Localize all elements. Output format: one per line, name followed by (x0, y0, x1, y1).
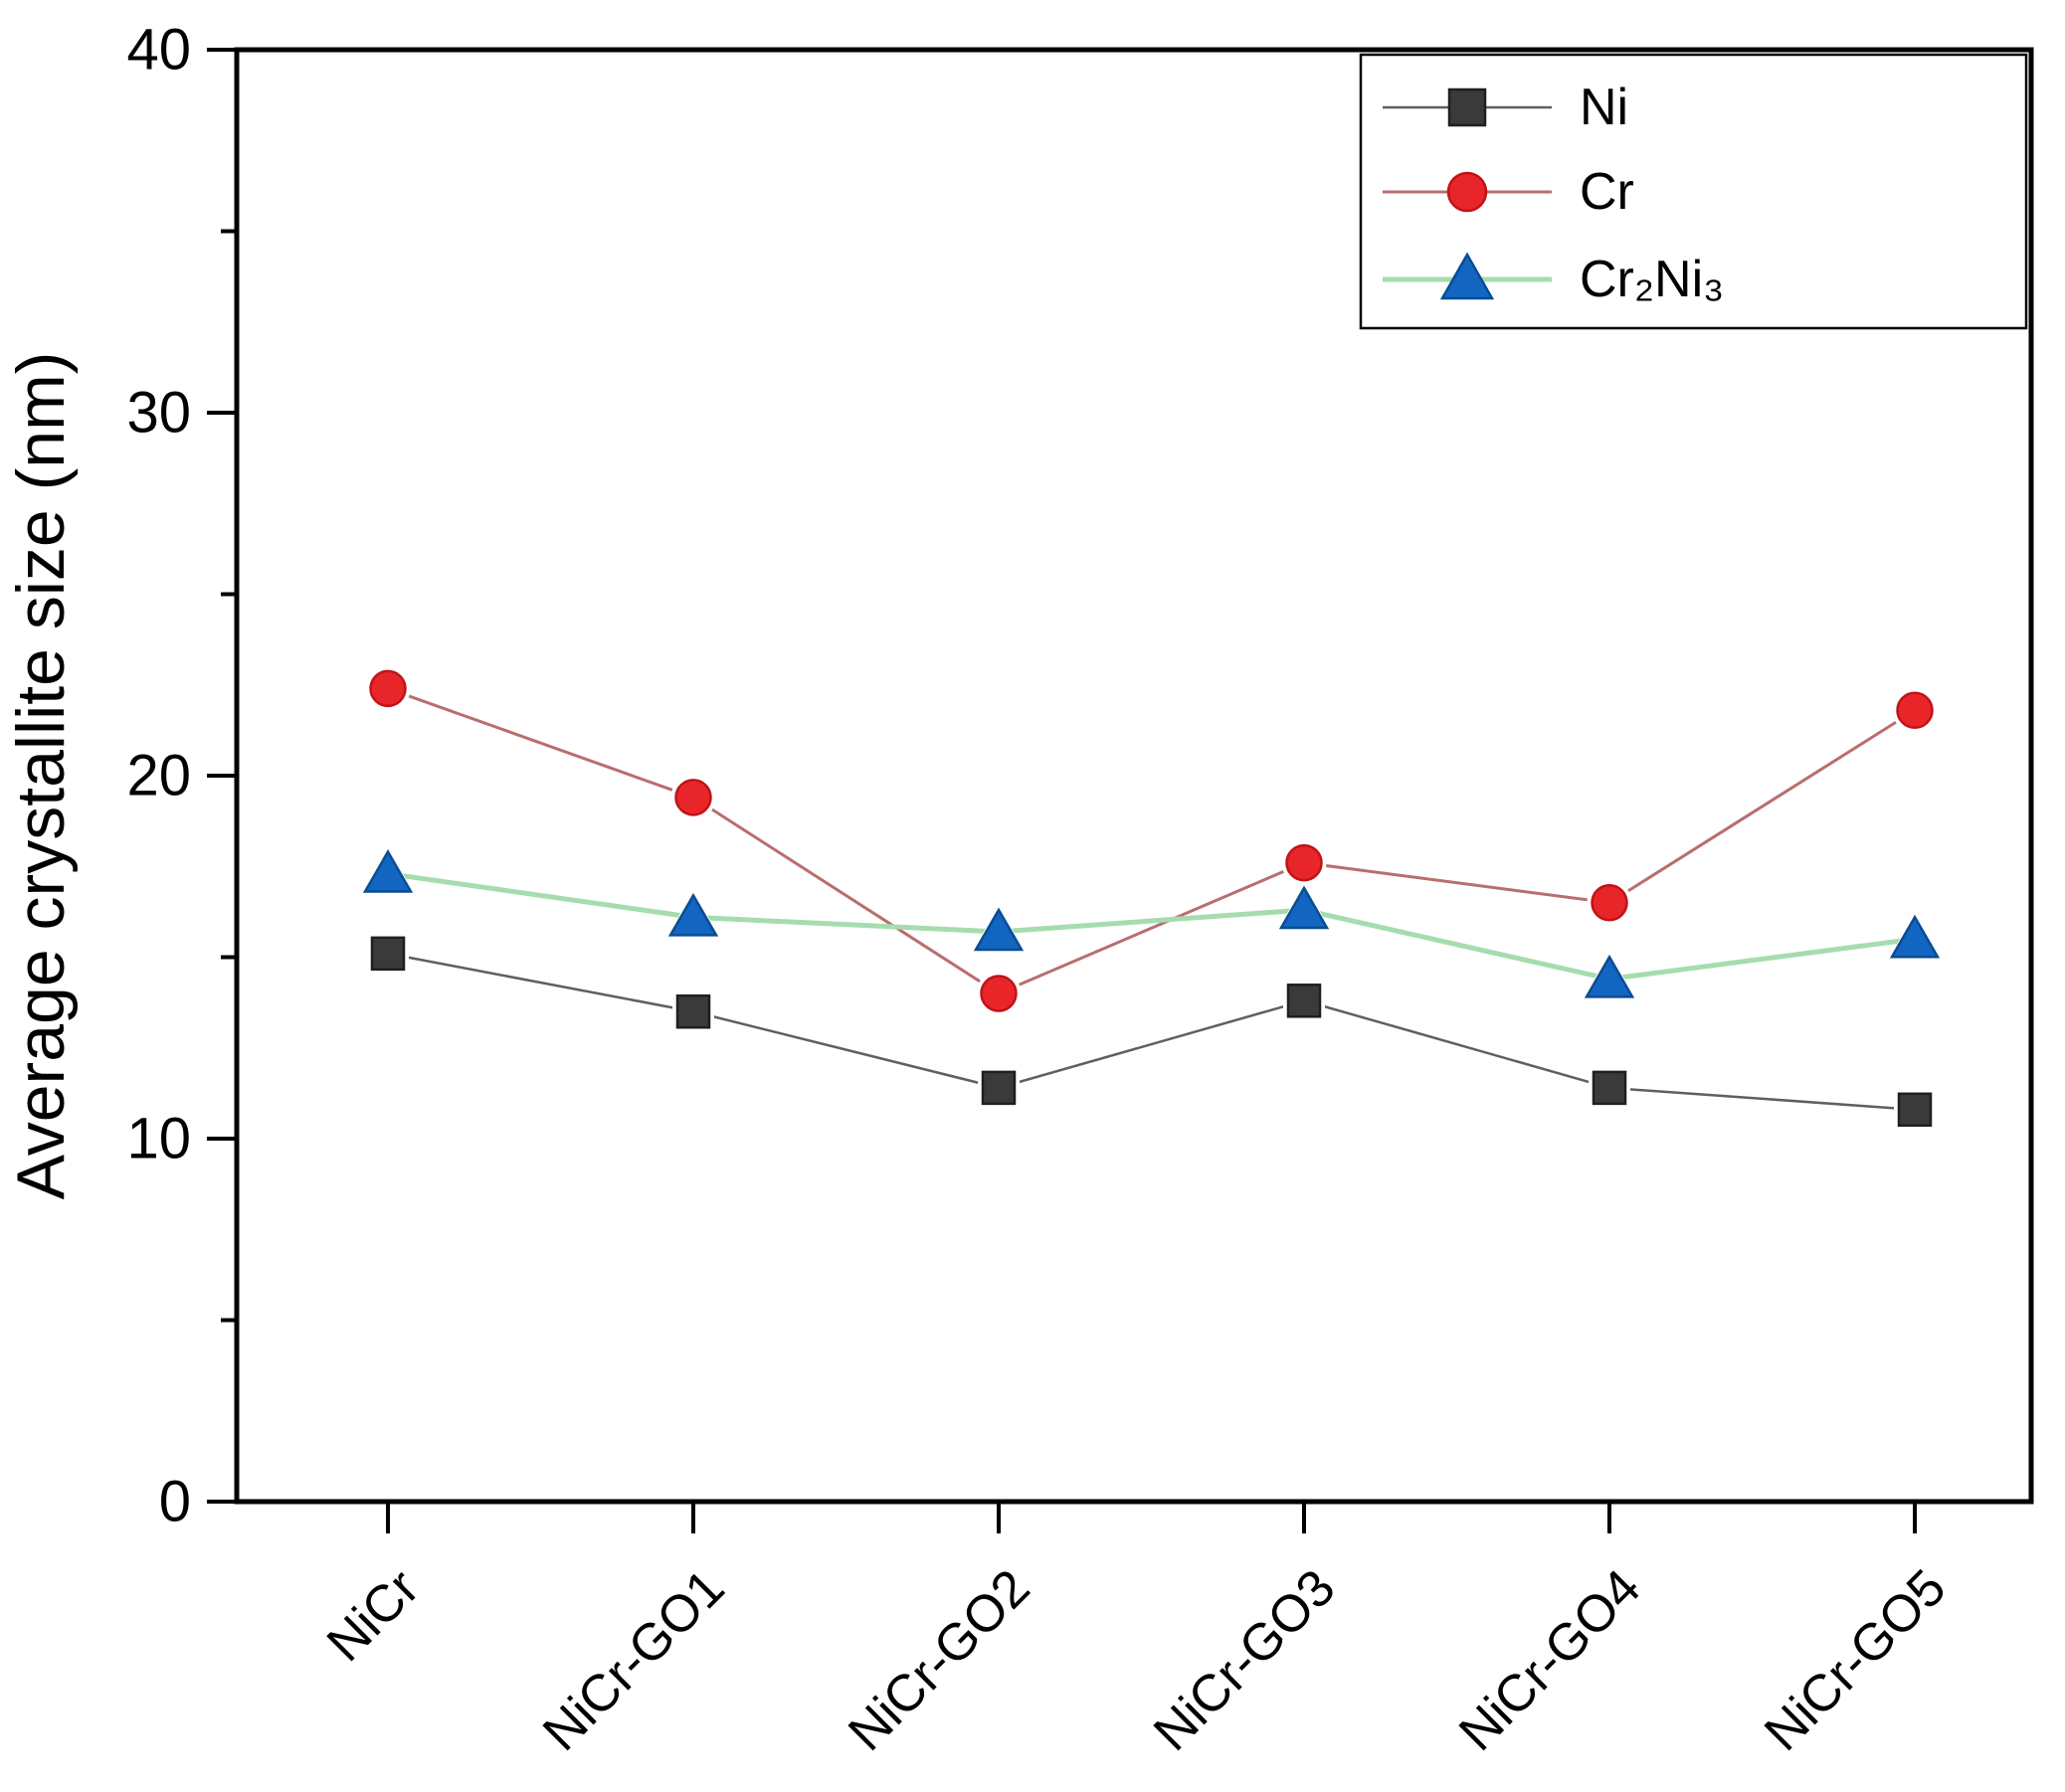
square-marker-Ni-1 (675, 994, 711, 1029)
series-line-Cr₂Ni₃ (387, 871, 1916, 982)
square-marker-Ni-0 (370, 936, 406, 972)
data-series (360, 665, 1943, 1131)
triangle-marker-Cr₂Ni₃-3 (1278, 885, 1330, 930)
triangle-marker-Cr₂Ni₃-5 (1889, 914, 1941, 959)
y-axis-title: Average crystallite size (nm) (3, 352, 79, 1200)
legend-label-cr2ni3: Cr₂Ni₃ (1580, 251, 1724, 308)
square-marker-Ni-5 (1897, 1092, 1933, 1128)
legend-label-cr: Cr (1580, 163, 1634, 221)
legend-circle-marker-icon (1446, 171, 1488, 213)
y-tick-label: 30 (126, 381, 191, 446)
x-tick-label: NiCr-GO5 (1754, 1558, 1957, 1761)
square-marker-Ni-2 (981, 1070, 1017, 1106)
circle-marker-Cr-1 (674, 779, 712, 816)
x-tick-label: NiCr-GO3 (1143, 1558, 1346, 1761)
circle-marker-Cr-3 (1285, 843, 1323, 882)
triangle-marker-Cr₂Ni₃-4 (1584, 954, 1635, 998)
square-marker-Ni-3 (1286, 984, 1322, 1018)
series-line-Ni (387, 952, 1916, 1112)
y-tick-label: 20 (126, 744, 191, 808)
legend-square-marker-icon (1447, 88, 1487, 127)
circle-marker-Cr-0 (369, 669, 407, 708)
x-tick-label: NiCr (316, 1558, 431, 1673)
y-tick-label: 40 (126, 18, 191, 83)
triangle-marker-Cr₂Ni₃-2 (973, 907, 1025, 952)
y-tick-label: 10 (126, 1107, 191, 1171)
circle-marker-Cr-2 (980, 975, 1018, 1012)
circle-marker-Cr-5 (1896, 691, 1934, 730)
triangle-marker-Cr₂Ni₃-1 (667, 892, 719, 937)
x-tick-label: NiCr-GO1 (532, 1558, 735, 1761)
x-tick-label: NiCr-GO2 (838, 1558, 1040, 1761)
circle-marker-Cr-4 (1591, 884, 1628, 922)
x-tick-label: NiCr-GO4 (1448, 1558, 1651, 1761)
legend: Ni Cr Cr₂Ni₃ (1359, 53, 2028, 330)
triangle-marker-Cr₂Ni₃-0 (362, 849, 414, 893)
legend-entry-cr: Cr (1383, 163, 1634, 221)
legend-triangle-marker-icon (1439, 252, 1495, 300)
legend-entry-ni: Ni (1383, 79, 1628, 136)
legend-label-ni: Ni (1580, 79, 1628, 136)
square-marker-Ni-4 (1592, 1070, 1627, 1106)
legend-entry-cr2ni3: Cr₂Ni₃ (1383, 251, 1724, 308)
y-tick-label: 0 (159, 1470, 191, 1534)
series-line-Cr (387, 686, 1916, 995)
